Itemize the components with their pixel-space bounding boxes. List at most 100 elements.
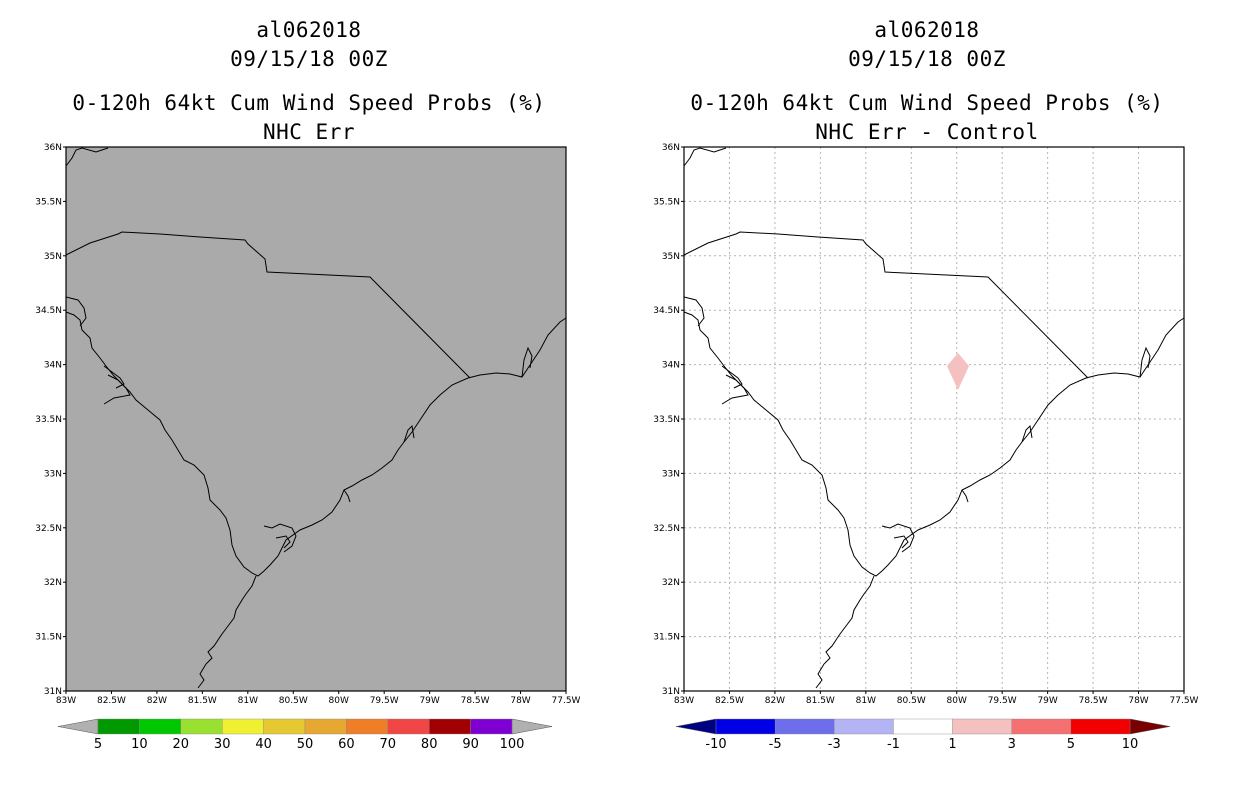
river (683, 147, 727, 167)
colorbar-segment (1070, 718, 1131, 735)
colorbar-label: 100 (500, 737, 525, 752)
lon-label: 79W (419, 696, 439, 706)
lon-label: 82W (765, 696, 785, 706)
lon-label: 78.5W (461, 696, 490, 706)
colorbar-label: 60 (338, 737, 355, 752)
river (893, 535, 909, 549)
river (103, 374, 131, 405)
lon-label: 79W (1037, 696, 1057, 706)
colorbar-label: -3 (828, 737, 841, 752)
coastline (65, 311, 567, 577)
lat-label: 32N (662, 578, 680, 588)
storm-id: al062018 (874, 18, 980, 42)
colorbar-label: 10 (1122, 737, 1139, 752)
lat-label: 32.5N (653, 524, 680, 534)
colorbar-label: 10 (131, 737, 148, 752)
colorbar-segment (952, 718, 1012, 735)
colorbar-segment (97, 718, 140, 735)
datetime: 09/15/18 00Z (848, 47, 1006, 71)
colorbar-segment (139, 718, 181, 735)
river (263, 523, 297, 553)
lon-label: 77.5W (552, 696, 581, 706)
lat-label: 36N (662, 143, 680, 153)
colorbar-label: 90 (462, 737, 479, 752)
lon-label: 81W (238, 696, 258, 706)
colorbar-end-right (1129, 718, 1171, 735)
colorbar-label: 20 (173, 737, 190, 752)
colorbar-label: 80 (421, 737, 438, 752)
plot-title: 0-120h 64kt Cum Wind Speed Probs (%) (690, 91, 1164, 115)
lon-label: 80.5W (279, 696, 308, 706)
right-panel: al062018 09/15/18 00Z 0-120h 64kt Cum Wi… (618, 0, 1236, 800)
state-boundary (683, 231, 1089, 379)
lon-label: 79.5W (370, 696, 399, 706)
plot-subtitle: NHC Err - Control (815, 120, 1039, 144)
datetime: 09/15/18 00Z (230, 47, 388, 71)
river (403, 424, 415, 443)
colorbar-segment (304, 718, 347, 735)
river (721, 365, 743, 389)
state-boundary (65, 231, 471, 379)
colorbar-label: -5 (769, 737, 782, 752)
river (683, 296, 705, 327)
lon-label: 81.5W (188, 696, 217, 706)
colorbar-end-left (675, 718, 717, 735)
colorbar-label: 5 (1067, 737, 1075, 752)
lat-label: 34N (44, 361, 62, 371)
lat-label: 35.5N (653, 197, 680, 207)
lon-label: 83W (674, 696, 694, 706)
lat-label: 35N (662, 252, 680, 262)
river (1139, 346, 1151, 378)
river (815, 575, 875, 689)
lon-label: 78.5W (1079, 696, 1108, 706)
river (103, 365, 125, 389)
colorbar-segment (221, 718, 264, 735)
map-plot: 83W 82.5W 82W 81.5W 81W 80.5W 80W 79.5W 79W 78.5W… (35, 143, 581, 752)
river (721, 374, 749, 405)
lon-label: 79.5W (988, 696, 1017, 706)
map-plot: 83W 82.5W 82W 81.5W 81W 80.5W 80W 79.5W 79W 78.5W… (653, 143, 1199, 752)
coastline (683, 311, 1185, 577)
river (275, 535, 291, 549)
lon-label: 80.5W (897, 696, 926, 706)
colorbar-segment (715, 718, 776, 735)
lat-label: 31.5N (653, 633, 680, 643)
lon-label: 82W (147, 696, 167, 706)
lat-label: 33N (662, 469, 680, 479)
storm-id: al062018 (256, 18, 362, 42)
plot-title: 0-120h 64kt Cum Wind Speed Probs (%) (72, 91, 546, 115)
river (197, 575, 257, 689)
map-area (66, 147, 566, 691)
colorbar-segment (346, 718, 388, 735)
lat-label: 35.5N (35, 197, 62, 207)
lat-label: 33.5N (35, 415, 62, 425)
lat-label: 34N (662, 361, 680, 371)
lon-label: 80W (329, 696, 349, 706)
colorbar-label: 70 (380, 737, 397, 752)
colorbar-segment (774, 718, 835, 735)
lat-label: 33.5N (653, 415, 680, 425)
lat-label: 31N (662, 687, 680, 697)
coastline-group (65, 147, 567, 689)
lon-label: 81W (856, 696, 876, 706)
lat-label: 32N (44, 578, 62, 588)
lat-label: 35N (44, 252, 62, 262)
lon-label: 78W (1128, 696, 1148, 706)
lat-label: 31N (44, 687, 62, 697)
colorbar-segment (180, 718, 223, 735)
lon-label: 82.5W (715, 696, 744, 706)
river (961, 489, 969, 503)
grid-lines (684, 147, 1184, 691)
probability-area (947, 353, 969, 390)
river (1021, 424, 1033, 443)
colorbar-label: 40 (255, 737, 272, 752)
lon-label: 77.5W (1170, 696, 1199, 706)
colorbar-segment (470, 718, 513, 735)
colorbar-label: 30 (214, 737, 231, 752)
lat-label: 33N (44, 469, 62, 479)
river (65, 296, 87, 327)
plot-subtitle: NHC Err (262, 120, 355, 144)
colorbar-segment (1011, 718, 1072, 735)
lat-label: 31.5N (35, 633, 62, 643)
colorbar-segment (893, 718, 953, 735)
